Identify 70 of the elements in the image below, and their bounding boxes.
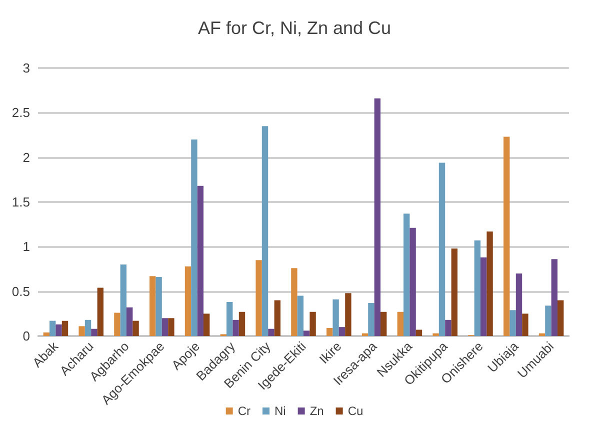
y-tick-label: 0 (22, 328, 30, 344)
bar (132, 320, 139, 336)
bar (268, 328, 274, 336)
bar (445, 320, 452, 336)
bar (50, 320, 56, 336)
legend-label: Cu (348, 404, 364, 418)
bar (345, 293, 352, 336)
bar (451, 248, 458, 336)
bar (338, 327, 346, 336)
bar (226, 302, 233, 336)
bar (416, 330, 422, 336)
bar (297, 296, 304, 336)
bar (522, 314, 528, 336)
bar (538, 333, 546, 336)
bar (310, 312, 316, 336)
chart-title: AF for Cr, Ni, Zn and Cu (198, 18, 392, 38)
bar (191, 139, 198, 336)
bar (291, 268, 298, 336)
bar (380, 312, 387, 336)
bar (238, 312, 246, 336)
bar (504, 136, 510, 336)
bar (486, 231, 493, 336)
bar (516, 273, 522, 336)
bar (256, 260, 262, 336)
bar (91, 328, 98, 336)
bar (156, 277, 162, 336)
bar (432, 333, 439, 336)
bar (120, 264, 126, 336)
bar (150, 276, 156, 336)
legend-label: Zn (310, 404, 324, 418)
bar (362, 333, 368, 336)
bar (168, 318, 174, 336)
bar (197, 186, 204, 336)
bar (62, 320, 68, 336)
y-tick-label: 0.5 (12, 284, 30, 299)
bar (510, 310, 516, 336)
bar (368, 302, 374, 336)
y-tick-label: 2 (22, 150, 30, 165)
bar (438, 162, 446, 336)
bar (262, 126, 268, 336)
bar (545, 306, 552, 336)
legend-label: Ni (274, 404, 286, 418)
y-tick-label: 3 (22, 60, 30, 76)
bar (184, 266, 192, 336)
bar (126, 307, 133, 336)
bar (56, 324, 62, 336)
bar (474, 240, 480, 336)
y-tick-label: 1.5 (12, 194, 30, 210)
bar (410, 228, 416, 336)
bar (97, 288, 104, 336)
bar (557, 300, 564, 336)
y-tick-label: 2.5 (12, 105, 30, 120)
bar (43, 332, 50, 336)
bar (84, 320, 92, 336)
bar (78, 326, 85, 336)
bar (404, 214, 410, 336)
bar (332, 299, 339, 336)
bar (114, 312, 120, 336)
bar (274, 300, 280, 336)
bar (304, 330, 310, 336)
bar (232, 320, 239, 336)
bar (397, 312, 404, 336)
legend-label: Cr (238, 404, 251, 418)
bar (326, 328, 333, 336)
bar (551, 259, 558, 336)
bar (203, 314, 210, 336)
bar (374, 98, 380, 336)
bar (480, 257, 487, 336)
y-tick-label: 1 (22, 239, 30, 254)
bar (162, 318, 168, 336)
